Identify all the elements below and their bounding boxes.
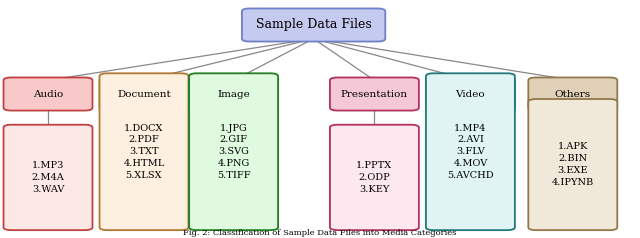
FancyBboxPatch shape xyxy=(529,78,617,110)
Text: Others: Others xyxy=(555,89,591,99)
FancyBboxPatch shape xyxy=(426,78,515,110)
FancyBboxPatch shape xyxy=(3,78,93,110)
FancyBboxPatch shape xyxy=(330,125,419,230)
FancyBboxPatch shape xyxy=(242,8,385,42)
FancyBboxPatch shape xyxy=(189,73,278,230)
FancyBboxPatch shape xyxy=(426,73,515,230)
Text: 1.MP4
2.AVI
3.FLV
4.MOV
5.AVCHD: 1.MP4 2.AVI 3.FLV 4.MOV 5.AVCHD xyxy=(447,124,493,180)
Text: Audio: Audio xyxy=(33,89,63,99)
FancyBboxPatch shape xyxy=(330,78,419,110)
FancyBboxPatch shape xyxy=(529,99,617,230)
FancyBboxPatch shape xyxy=(3,125,93,230)
Text: Presentation: Presentation xyxy=(341,89,408,99)
Text: 1.PPTX
2.ODP
3.KEY: 1.PPTX 2.ODP 3.KEY xyxy=(356,161,392,194)
Text: 1.JPG
2.GIF
3.SVG
4.PNG
5.TIFF: 1.JPG 2.GIF 3.SVG 4.PNG 5.TIFF xyxy=(217,124,250,180)
Text: 1.MP3
2.M4A
3.WAV: 1.MP3 2.M4A 3.WAV xyxy=(31,161,65,194)
FancyBboxPatch shape xyxy=(100,73,188,230)
FancyBboxPatch shape xyxy=(189,78,278,110)
Text: 1.DOCX
2.PDF
3.TXT
4.HTML
5.XLSX: 1.DOCX 2.PDF 3.TXT 4.HTML 5.XLSX xyxy=(124,124,164,180)
Text: Sample Data Files: Sample Data Files xyxy=(256,19,371,31)
Text: Video: Video xyxy=(456,89,485,99)
Text: Image: Image xyxy=(217,89,250,99)
FancyBboxPatch shape xyxy=(100,78,188,110)
Text: Fig. 2: Classification of Sample Data Files into Media Categories: Fig. 2: Classification of Sample Data Fi… xyxy=(183,229,457,237)
Text: Document: Document xyxy=(117,89,171,99)
Text: 1.APK
2.BIN
3.EXE
4.IPYNB: 1.APK 2.BIN 3.EXE 4.IPYNB xyxy=(552,142,594,187)
